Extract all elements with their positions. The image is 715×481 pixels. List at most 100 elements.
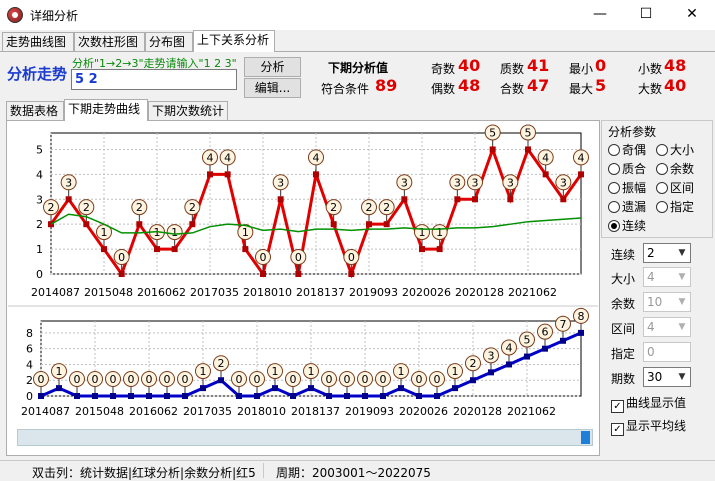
data-label: 0 [164, 373, 171, 386]
select-value: 4 [647, 270, 655, 284]
radio-dot [608, 182, 620, 194]
radio-dot [608, 201, 620, 213]
app-icon [7, 7, 23, 23]
tab-trend-curve[interactable]: 走势曲线图 [2, 32, 74, 52]
data-label: 1 [308, 365, 315, 378]
data-label: 5 [524, 334, 531, 347]
data-label: 0 [326, 373, 333, 386]
radio-interval[interactable]: 区间 [656, 179, 694, 196]
tab-next-count[interactable]: 下期次数统计 [148, 101, 228, 121]
data-label-bubble [33, 371, 49, 387]
data-point [218, 377, 224, 384]
x-tick-label: 2018010 [243, 286, 292, 299]
y-tick-label: 4 [26, 358, 33, 371]
radio-consecutive[interactable]: 连续 [608, 217, 646, 234]
specified-input[interactable]: 0 [643, 342, 691, 362]
maximize-button[interactable]: ☐ [639, 6, 653, 22]
radio-specified[interactable]: 指定 [656, 198, 694, 215]
data-label-bubble [231, 371, 247, 387]
data-point [207, 171, 213, 178]
prime-value: 41 [527, 56, 550, 75]
tab-distribution[interactable]: 分布图 [145, 32, 193, 52]
even-value: 48 [458, 76, 481, 95]
data-label: 0 [128, 373, 135, 386]
data-label: 3 [277, 176, 284, 189]
scrollbar-thumb[interactable] [581, 431, 590, 444]
data-point [118, 271, 125, 277]
radio-missing[interactable]: 遗漏 [608, 198, 646, 215]
select-value: 2 [647, 246, 655, 260]
data-label-bubble [555, 315, 571, 332]
data-label: 3 [401, 176, 408, 189]
status-divider [263, 463, 264, 478]
field-size-label: 大小 [611, 272, 636, 286]
data-point [507, 196, 514, 203]
radio-label: 指定 [670, 200, 695, 214]
data-label-bubble [429, 371, 445, 387]
minimize-button[interactable]: — [593, 6, 607, 22]
data-label: 0 [416, 373, 423, 386]
data-label-bubble [519, 331, 535, 348]
data-label: 1 [154, 226, 161, 239]
pattern-input-value: 5 2 [75, 72, 98, 87]
tab-next-trend[interactable]: 下期走势曲线 [64, 99, 148, 121]
radio-prime-composite[interactable]: 质合 [608, 160, 646, 177]
radio-dot [608, 144, 620, 156]
data-label: 8 [578, 310, 585, 323]
data-label: 3 [560, 176, 567, 189]
data-point [313, 171, 319, 178]
data-label-bubble [325, 199, 342, 216]
tab-data-table[interactable]: 数据表格 [6, 101, 64, 121]
select-value: 4 [647, 320, 655, 334]
y-tick-label: 5 [36, 143, 43, 156]
data-label-bubble [449, 174, 466, 191]
analyze-button[interactable]: 分析 [244, 57, 301, 77]
field-specified-label: 指定 [611, 347, 636, 361]
radio-odd-even[interactable]: 奇偶 [608, 141, 646, 158]
radio-label: 连续 [622, 219, 647, 233]
y-tick-label: 2 [26, 374, 33, 387]
data-label-bubble [184, 199, 201, 216]
show-curve-values-checkbox[interactable]: ✓ 曲线显示值 [611, 394, 686, 413]
show-average-checkbox[interactable]: ✓ 显示平均线 [611, 417, 686, 436]
periods-select[interactable]: 30 ▼ [643, 367, 691, 387]
close-button[interactable]: ✕ [686, 6, 698, 22]
size-select[interactable]: 4 ▼ [643, 267, 691, 287]
radio-big-small[interactable]: 大小 [656, 141, 694, 158]
data-label: 2 [366, 201, 373, 214]
radio-remainder[interactable]: 余数 [656, 160, 694, 177]
data-label: 0 [38, 373, 45, 386]
data-label-bubble [195, 363, 211, 380]
data-label: 3 [472, 176, 479, 189]
data-point [154, 246, 160, 253]
data-label: 0 [295, 251, 302, 264]
pattern-input[interactable]: 5 2 [71, 69, 237, 90]
tab-relation-analysis[interactable]: 上下关系分析 [193, 30, 275, 52]
data-label: 0 [380, 373, 387, 386]
data-label-bubble [396, 174, 413, 191]
data-point [542, 171, 549, 178]
period-scrollbar[interactable] [17, 429, 593, 446]
tab-count-bar[interactable]: 次数柱形图 [74, 32, 145, 52]
checkmark-icon: ✓ [611, 423, 624, 436]
remainder-select[interactable]: 10 ▼ [643, 292, 691, 312]
data-label-bubble [321, 371, 337, 387]
data-point [189, 221, 196, 228]
data-point [110, 393, 116, 399]
radio-amplitude[interactable]: 振幅 [608, 179, 646, 196]
big-value: 40 [664, 76, 687, 95]
data-point [146, 393, 152, 399]
data-point [38, 393, 44, 399]
data-point [362, 393, 368, 399]
edit-button[interactable]: 编辑... [244, 78, 301, 98]
data-label-bubble [60, 174, 77, 191]
field-remainder-label: 余数 [611, 297, 636, 311]
data-label-bubble [159, 371, 175, 387]
y-tick-label: 3 [36, 193, 43, 206]
interval-select[interactable]: 4 ▼ [643, 317, 691, 337]
data-point [472, 196, 478, 203]
data-point [452, 385, 458, 392]
consecutive-select[interactable]: 2 ▼ [643, 243, 691, 263]
radio-label: 余数 [670, 162, 695, 176]
x-tick-label: 2014087 [21, 405, 70, 418]
